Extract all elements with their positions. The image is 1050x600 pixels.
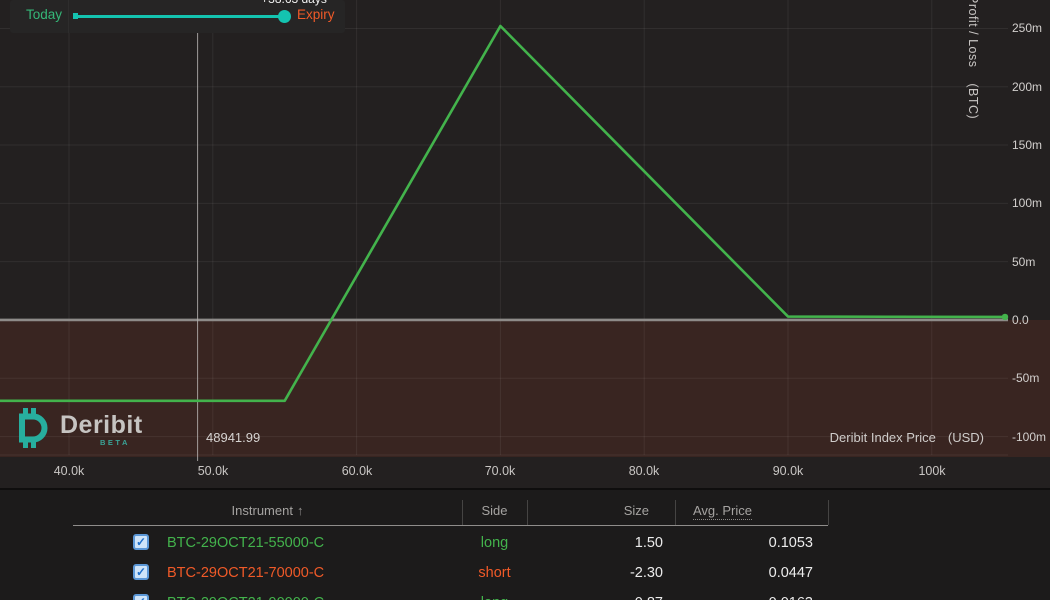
x-axis-title: Deribit Index Price (USD) [830,430,984,445]
size-value: -2.30 [629,565,663,581]
column-header-avg-price[interactable]: Avg. Price [693,503,753,520]
slider-days-value: +38.63 days [244,0,344,6]
payoff-chart: 40.0k 50.0k 60.0k 70.0k 80.0k 90.0k 100k 250m 20… [0,0,1050,490]
positions-table: Instrument ↑ Side Size Avg. Price ✓ BTC-2… [0,492,1050,600]
index-price-value: 48941.99 [206,430,261,445]
y-axis-tick-label: -50m [1012,371,1040,385]
x-axis-tick-label: 40.0k [53,464,85,478]
column-header-instrument[interactable]: Instrument ↑ [73,503,462,518]
x-axis-tick-label: 70.0k [484,464,516,478]
avg-price-value: 0.0163 [675,595,827,600]
row-checkbox[interactable]: ✓ [133,534,149,550]
table-row: ✓ BTC-29OCT21-55000-C long 1.50 0.1053 [0,528,1050,558]
panel-divider [68,0,69,33]
column-divider [462,500,463,525]
avg-price-value: 0.0447 [768,565,813,581]
x-axis-tick-label: 90.0k [772,464,804,478]
x-axis-tick-label: 50.0k [197,464,229,478]
y-axis-tick-label: 150m [1012,138,1043,152]
time-slider-panel: Today Expiry +38.63 days [10,0,345,33]
payoff-chart-canvas [0,0,1050,461]
table-row: ✓ BTC-29OCT21-90000-C long 0.87 0.0163 [0,588,1050,600]
positions-table-header: Instrument ↑ Side Size Avg. Price [0,500,1050,526]
y-axis-tick-label: -100m [1012,430,1047,444]
column-header-avg-price-label: Avg. Price [693,503,753,520]
x-axis-tick-label: 100k [918,464,946,478]
column-header-side[interactable]: Side [481,503,508,518]
instrument-link[interactable]: BTC-29OCT21-55000-C [167,535,325,551]
side-value: long [480,535,509,551]
payoff-line [0,24,1009,403]
avg-price-value: 0.1053 [768,535,813,551]
deribit-logo: Deribit BETA [14,408,144,450]
time-slider-track[interactable] [74,15,284,18]
x-axis-tick-label: 60.0k [341,464,373,478]
slider-expiry-label: Expiry [297,7,335,22]
time-slider-handle[interactable] [278,10,291,23]
size-value: 1.50 [634,535,663,551]
column-divider [675,500,676,525]
payoff-line-endpoint [1001,313,1009,321]
x-axis-tick-label: 80.0k [628,464,660,478]
y-axis-tick-label: 0.0 [1012,313,1029,327]
side-value: short [478,565,511,581]
side-value: long [462,595,527,600]
slider-today-label: Today [26,7,63,22]
index-price-caption-text: Deribit Index Price [829,430,936,445]
y-axis-tick-label: 200m [1012,80,1043,94]
size-value: 0.87 [527,595,675,600]
column-header-size[interactable]: Size [623,503,649,518]
deribit-logo-text: Deribit [60,411,143,439]
sort-ascending-icon: ↑ [296,503,304,518]
table-row: ✓ BTC-29OCT21-70000-C short -2.30 0.0447 [0,558,1050,588]
deribit-beta-badge: BETA [100,438,130,447]
y-axis-tick-label: 50m [1012,255,1036,269]
instrument-link[interactable]: BTC-29OCT21-90000-C [167,595,324,600]
column-divider [828,500,829,525]
y-axis-tick-label: 100m [1012,196,1043,210]
y-axis-title: Profit / Loss (BTC) [966,0,980,120]
table-header-underline [73,525,828,526]
index-price-unit: (USD) [947,430,984,445]
instrument-link[interactable]: BTC-29OCT21-70000-C [167,565,325,581]
column-header-instrument-label: Instrument [231,503,293,518]
loss-region-shading [0,319,1050,457]
row-checkbox[interactable]: ✓ [133,564,149,580]
column-divider [527,500,528,525]
row-checkbox[interactable]: ✓ [133,594,149,600]
deribit-logo-icon [19,408,48,448]
y-axis-tick-label: 250m [1012,21,1043,35]
